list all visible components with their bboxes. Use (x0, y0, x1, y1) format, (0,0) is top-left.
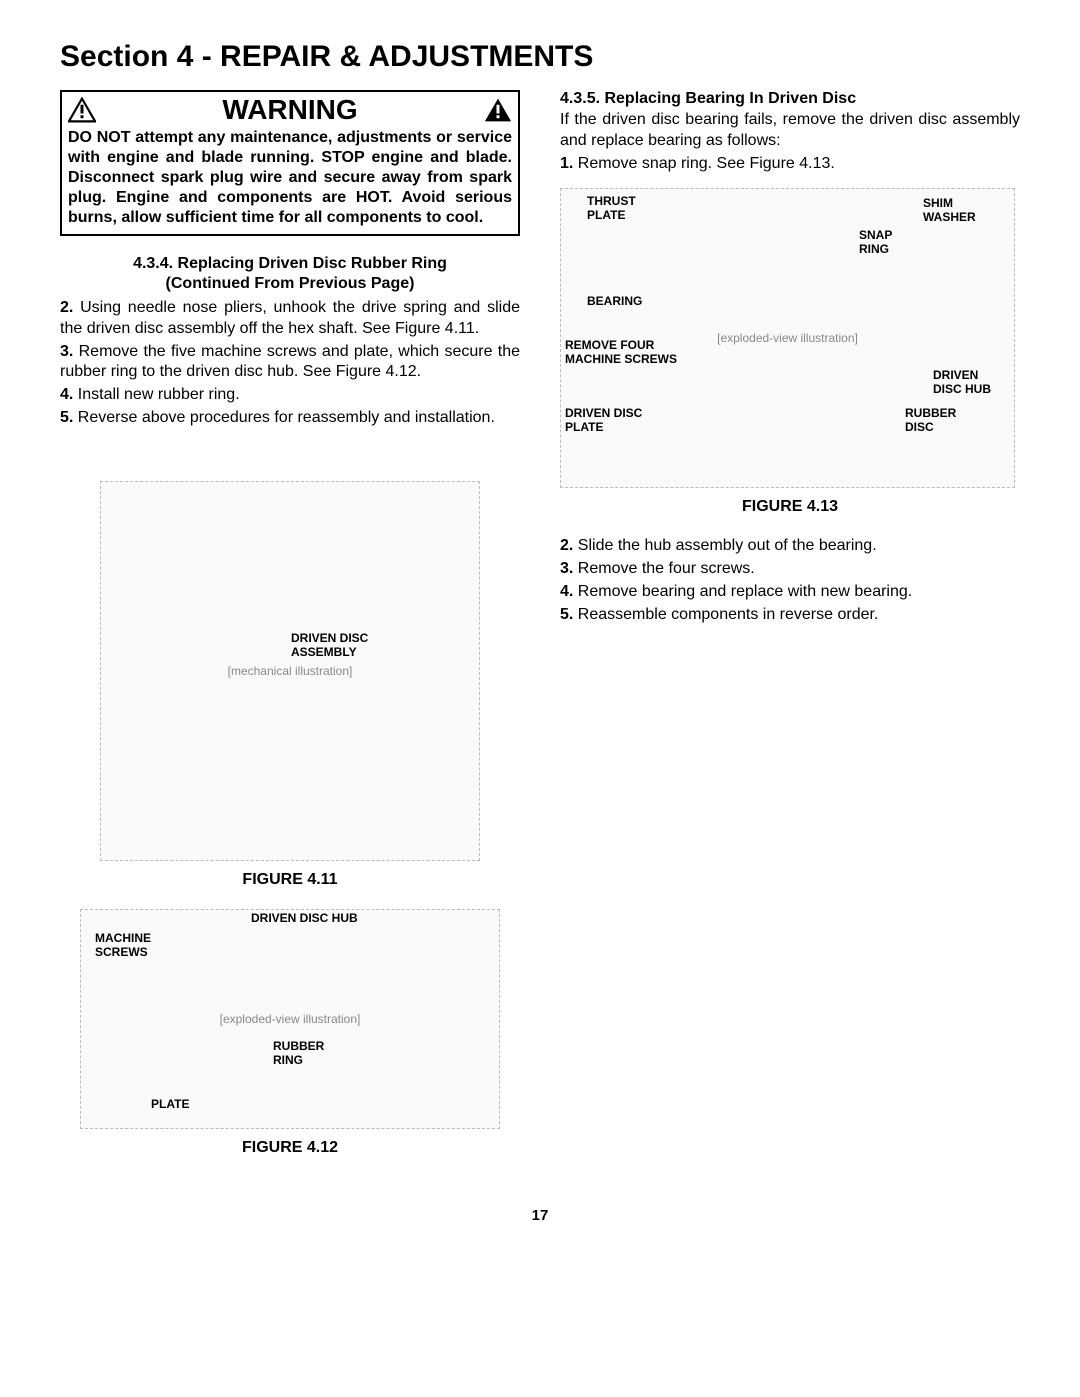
left-subheading: 4.3.4. Replacing Driven Disc Rubber Ring… (90, 254, 490, 294)
subheading-line2: (Continued From Previous Page) (166, 275, 415, 292)
step-number: 5. (60, 409, 73, 426)
figure-4-13-caption: FIGURE 4.13 (560, 498, 1020, 516)
step-number: 2. (60, 299, 73, 316)
figure-placeholder-text: [exploded-view illustration] (220, 1012, 361, 1026)
fig413-label-driven-disc-hub: DRIVEN DISC HUB (933, 369, 991, 397)
subheading-line1: 4.3.4. Replacing Driven Disc Rubber Ring (133, 255, 447, 272)
figure-placeholder-text: [exploded-view illustration] (717, 331, 858, 345)
warning-box: WARNING DO NOT attempt any maintenance, … (60, 90, 520, 236)
step-text: Using needle nose pliers, unhook the dri… (60, 299, 520, 337)
left-step-4: 4. Install new rubber ring. (60, 385, 520, 406)
step-number: 1. (560, 155, 573, 172)
left-step-5: 5. Reverse above procedures for reassemb… (60, 408, 520, 429)
fig412-label-plate: PLATE (151, 1098, 189, 1112)
step-text: Reassemble components in reverse order. (573, 606, 878, 623)
fig413-label-rubber-disc: RUBBER DISC (905, 407, 956, 435)
warning-body-text: DO NOT attempt any maintenance, adjustme… (68, 128, 512, 228)
step-number: 2. (560, 537, 573, 554)
step-number: 4. (560, 583, 573, 600)
fig411-label-driven-disc-assembly: DRIVEN DISC ASSEMBLY (291, 632, 368, 660)
page-number: 17 (60, 1207, 1020, 1224)
step-text: Remove bearing and replace with new bear… (573, 583, 912, 600)
left-step-2: 2. Using needle nose pliers, unhook the … (60, 298, 520, 340)
right-subheading: 4.3.5. Replacing Bearing In Driven Disc (560, 90, 1020, 108)
step-text: Slide the hub assembly out of the bearin… (573, 537, 876, 554)
warning-triangle-icon (484, 97, 512, 123)
figure-4-12: [exploded-view illustration] DRIVEN DISC… (80, 909, 500, 1129)
left-step-3: 3. Remove the five machine screws and pl… (60, 342, 520, 384)
right-step-3: 3. Remove the four screws. (560, 559, 1020, 580)
right-step-5: 5. Reassemble components in reverse orde… (560, 605, 1020, 626)
warning-triangle-icon (68, 97, 96, 123)
right-column: 4.3.5. Replacing Bearing In Driven Disc … (560, 90, 1020, 1177)
section-title: Section 4 - REPAIR & ADJUSTMENTS (60, 40, 1020, 74)
fig412-label-machine-screws: MACHINE SCREWS (95, 932, 151, 960)
step-text: Install new rubber ring. (73, 386, 239, 403)
fig413-label-thrust-plate: THRUST PLATE (587, 195, 636, 223)
figure-4-11: [mechanical illustration] DRIVEN DISC AS… (100, 481, 480, 861)
fig412-label-driven-disc-hub: DRIVEN DISC HUB (251, 912, 358, 926)
warning-header: WARNING (68, 94, 512, 126)
step-text: Remove the four screws. (573, 560, 754, 577)
figure-4-12-caption: FIGURE 4.12 (60, 1139, 520, 1157)
right-step-2: 2. Slide the hub assembly out of the bea… (560, 536, 1020, 557)
warning-title: WARNING (96, 94, 484, 126)
two-column-layout: WARNING DO NOT attempt any maintenance, … (60, 90, 1020, 1177)
fig413-label-remove-four: REMOVE FOUR MACHINE SCREWS (565, 339, 677, 367)
left-column: WARNING DO NOT attempt any maintenance, … (60, 90, 520, 1177)
fig413-label-shim-washer: SHIM WASHER (923, 197, 976, 225)
step-text: Reverse above procedures for reassembly … (73, 409, 495, 426)
figure-4-13: [exploded-view illustration] THRUST PLAT… (560, 188, 1015, 488)
fig413-label-driven-disc-plate: DRIVEN DISC PLATE (565, 407, 642, 435)
figure-4-11-caption: FIGURE 4.11 (60, 871, 520, 889)
fig413-label-bearing: BEARING (587, 295, 642, 309)
right-step-1: 1. Remove snap ring. See Figure 4.13. (560, 154, 1020, 175)
step-text: Remove the five machine screws and plate… (60, 343, 520, 381)
right-intro: If the driven disc bearing fails, remove… (560, 110, 1020, 152)
fig413-label-snap-ring: SNAP RING (859, 229, 892, 257)
step-number: 4. (60, 386, 73, 403)
right-step-4: 4. Remove bearing and replace with new b… (560, 582, 1020, 603)
fig412-label-rubber-ring: RUBBER RING (273, 1040, 324, 1068)
figure-placeholder-text: [mechanical illustration] (228, 664, 353, 678)
step-number: 3. (560, 560, 573, 577)
step-number: 3. (60, 343, 73, 360)
step-text: Remove snap ring. See Figure 4.13. (573, 155, 834, 172)
step-number: 5. (560, 606, 573, 623)
